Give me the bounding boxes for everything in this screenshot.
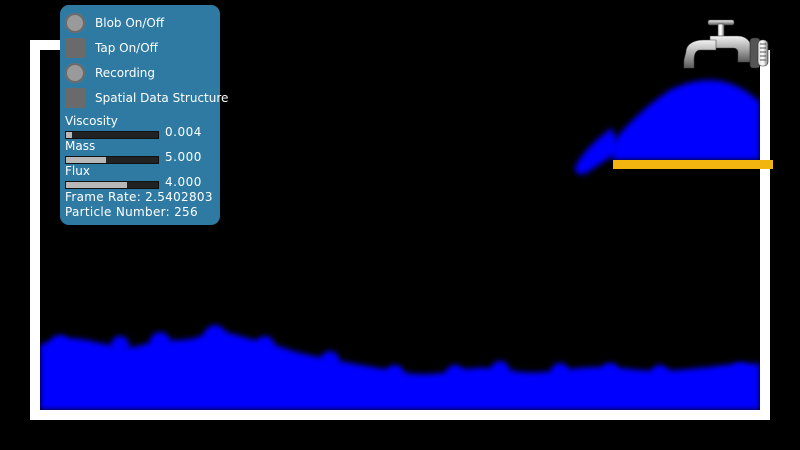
container-wall-left: [30, 40, 40, 420]
toggle-blob[interactable]: Blob On/Off: [65, 12, 164, 34]
fluid-drip: [575, 128, 620, 175]
mass-value: 5.000: [165, 150, 202, 164]
flux-label: Flux: [65, 164, 90, 178]
container-wall-bottom: [30, 410, 770, 420]
flux-slider-fill: [66, 182, 127, 188]
spatial-data-structure-checkbox[interactable]: [65, 88, 85, 108]
ledge-platform: [613, 160, 773, 169]
fluid-mound: [612, 80, 760, 160]
flux-slider[interactable]: [65, 181, 159, 189]
blob-toggle-label: Blob On/Off: [95, 16, 165, 30]
flux-value: 4.000: [165, 175, 202, 189]
mass-slider[interactable]: [65, 156, 159, 164]
particle-number-readout: Particle Number: 256: [65, 205, 198, 219]
viscosity-value: 0.004: [165, 125, 202, 139]
viscosity-slider[interactable]: [65, 131, 159, 139]
tap-checkbox[interactable]: [65, 38, 85, 58]
mass-label: Mass: [65, 139, 96, 153]
mass-slider-fill: [66, 157, 106, 163]
container-wall-top: [30, 40, 62, 50]
recording-toggle-label: Recording: [95, 66, 156, 80]
tap-toggle-label: Tap On/Off: [95, 41, 158, 55]
container-wall-right: [760, 50, 770, 420]
recording-radio-button[interactable]: [65, 63, 85, 83]
frame-rate-readout: Frame Rate: 2.5402803: [65, 190, 213, 204]
toggle-tap[interactable]: Tap On/Off: [65, 37, 158, 59]
spatial-data-structure-label: Spatial Data Structure: [95, 91, 229, 105]
faucet-icon[interactable]: [680, 18, 772, 76]
fluid-pool: [40, 332, 760, 410]
control-panel: Blob On/Off Tap On/Off Recording Spatial…: [60, 5, 228, 225]
toggle-recording[interactable]: Recording: [65, 62, 155, 84]
viscosity-label: Viscosity: [65, 114, 118, 128]
viscosity-slider-fill: [66, 132, 72, 138]
blob-radio-button[interactable]: [65, 13, 85, 33]
toggle-spatial-data-structure[interactable]: Spatial Data Structure: [65, 87, 228, 109]
